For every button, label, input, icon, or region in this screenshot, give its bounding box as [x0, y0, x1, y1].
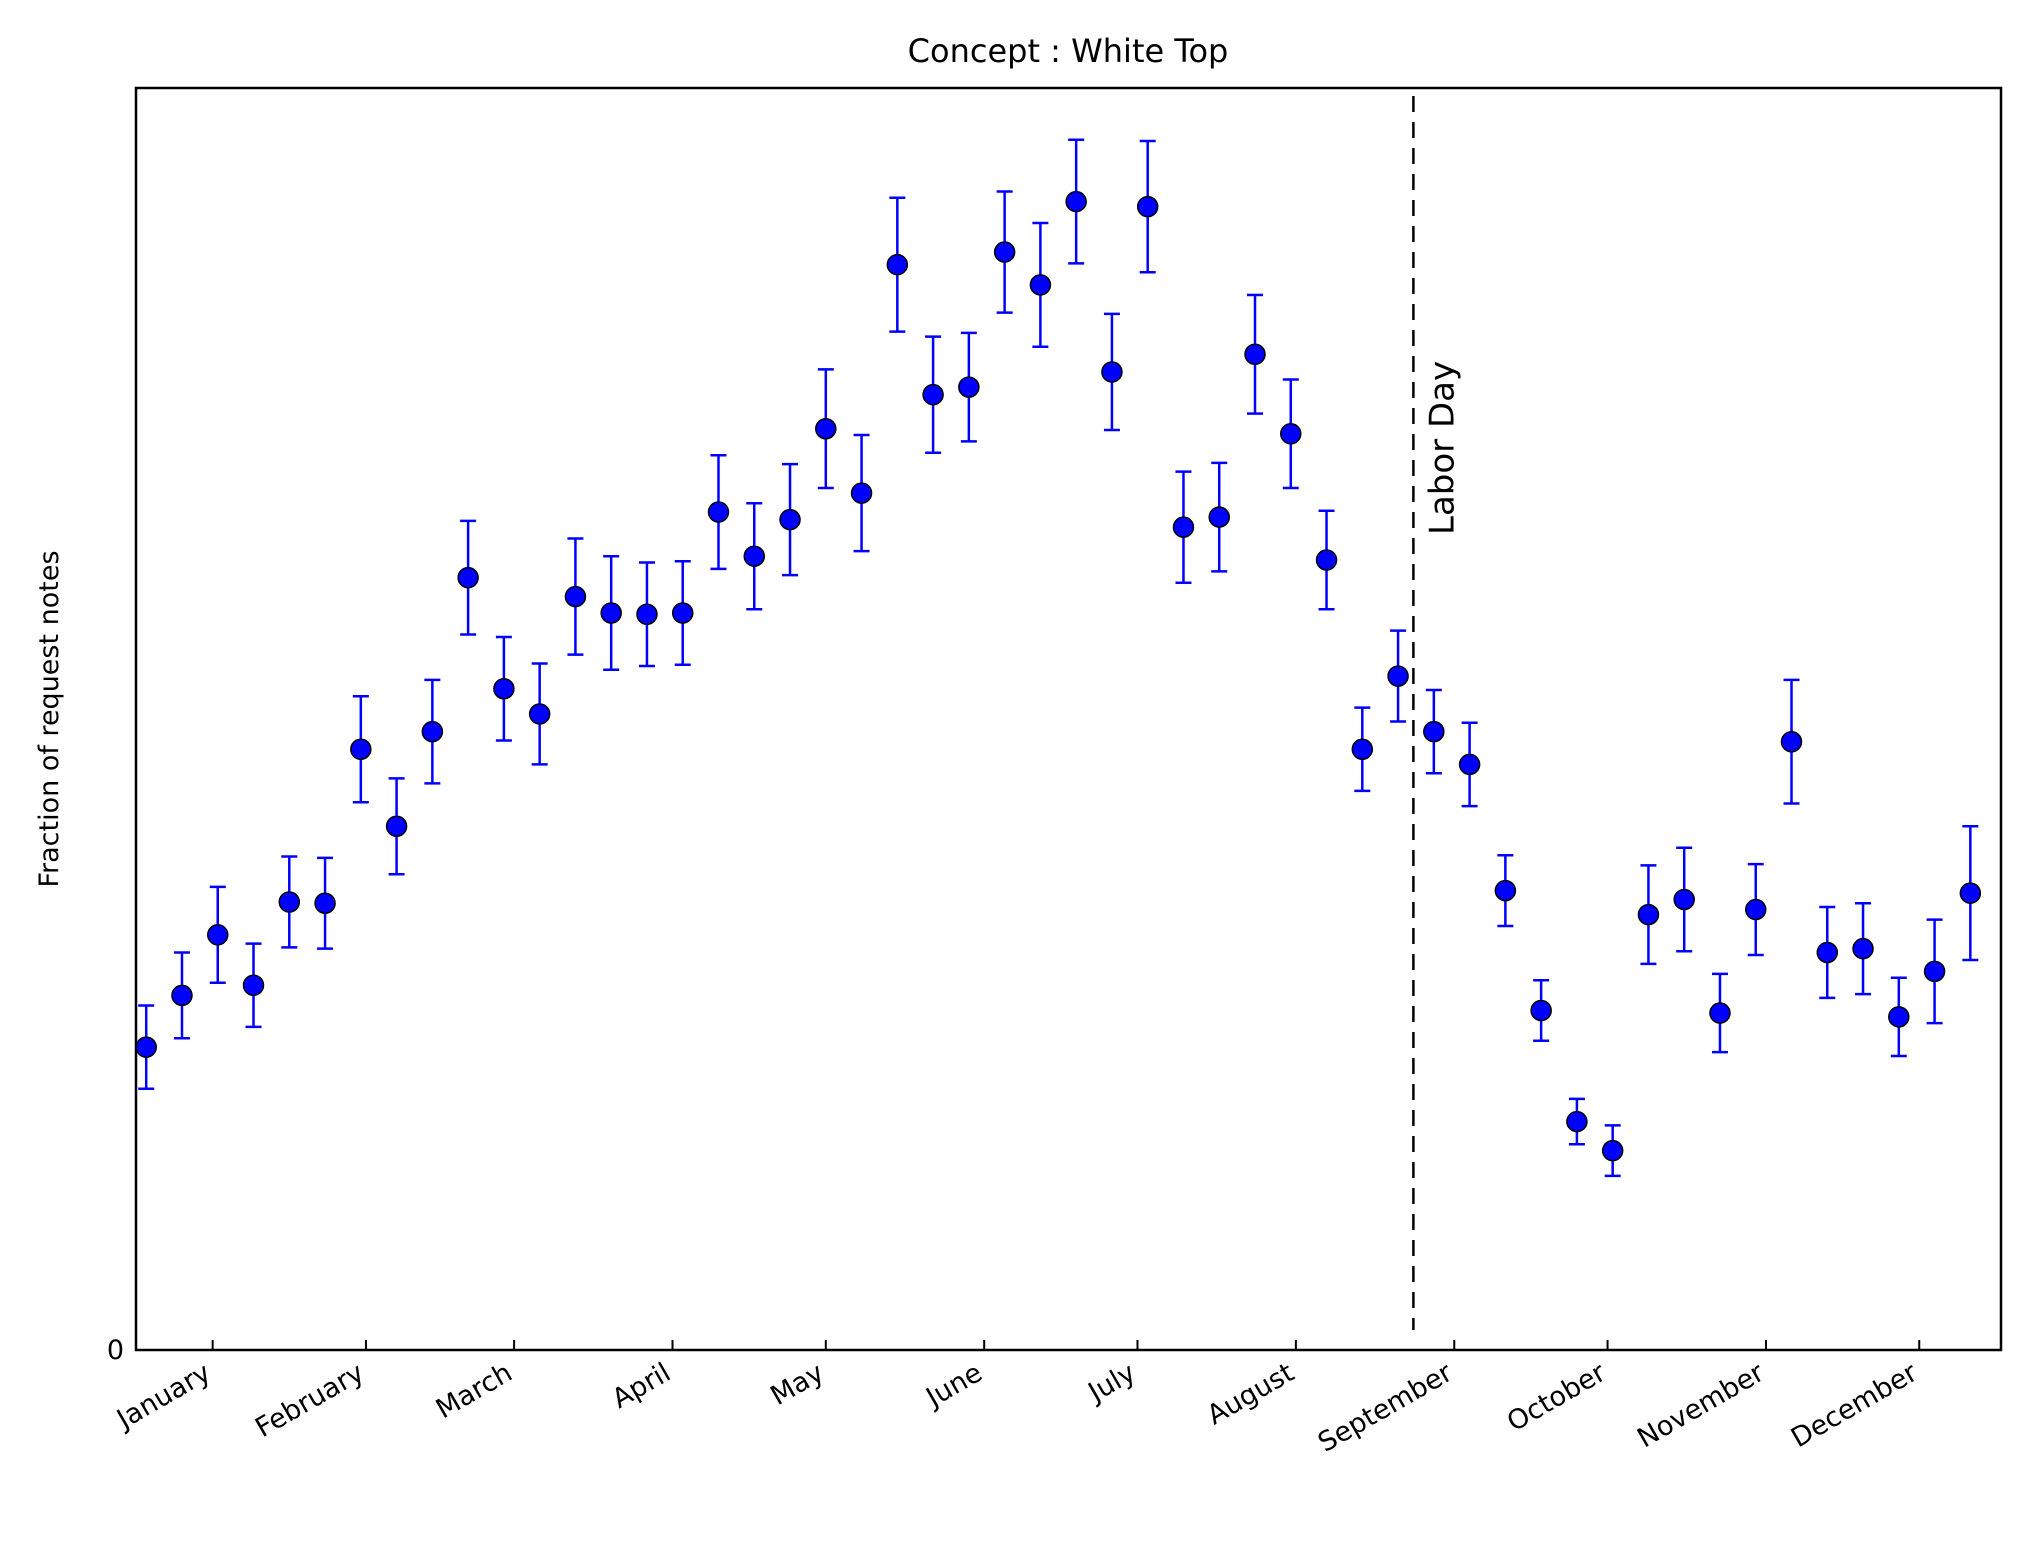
point — [242, 974, 265, 997]
point — [779, 508, 801, 531]
x-tick-label: October — [1502, 1357, 1612, 1438]
point — [1494, 879, 1517, 902]
x-tick-label: July — [1082, 1357, 1141, 1409]
chart-title: Concept : White Top — [908, 32, 1229, 70]
point — [207, 924, 229, 946]
point — [1315, 549, 1338, 571]
y-tick-label: 0 — [107, 1335, 124, 1366]
point — [278, 891, 301, 913]
x-tick-label: April — [607, 1357, 676, 1415]
point — [1744, 898, 1767, 921]
point — [707, 501, 730, 523]
x-tick-label: September — [1313, 1357, 1459, 1459]
y-axis-label: Fraction of request notes — [34, 550, 65, 887]
point — [385, 815, 408, 838]
point — [636, 603, 658, 626]
point — [1101, 361, 1123, 383]
point — [993, 241, 1016, 263]
x-tick-label: December — [1786, 1357, 1924, 1454]
point — [815, 417, 837, 440]
x-tick-label: June — [920, 1357, 988, 1414]
point — [743, 545, 766, 567]
point — [600, 602, 622, 624]
point — [1637, 903, 1660, 926]
annotation-label: Labor Day — [1422, 361, 1462, 535]
point — [1458, 753, 1481, 776]
point — [421, 720, 444, 743]
point — [493, 677, 515, 700]
point — [922, 383, 944, 406]
point — [350, 738, 372, 761]
point — [1280, 423, 1302, 445]
point — [314, 892, 336, 915]
point — [886, 253, 909, 276]
point — [1387, 665, 1409, 687]
x-tick-label: November — [1632, 1357, 1770, 1455]
point — [1244, 343, 1266, 366]
point — [1709, 1002, 1731, 1024]
point — [1065, 190, 1087, 213]
point — [1423, 720, 1445, 743]
point — [1959, 882, 1982, 904]
point — [1923, 960, 1946, 983]
point — [1566, 1110, 1588, 1133]
point — [135, 1036, 157, 1058]
point — [1816, 941, 1839, 964]
point — [564, 585, 587, 608]
x-tick-label: March — [431, 1357, 518, 1425]
point — [1888, 1006, 1910, 1028]
point — [958, 376, 980, 398]
point — [171, 984, 193, 1007]
point — [528, 703, 551, 725]
point — [1673, 888, 1695, 911]
x-tick-label: February — [250, 1357, 369, 1444]
point — [1601, 1139, 1624, 1162]
x-tick-label: January — [110, 1357, 216, 1436]
point — [1852, 937, 1874, 960]
point — [1530, 999, 1552, 1022]
point — [1351, 738, 1374, 761]
point — [850, 482, 873, 504]
point — [1029, 274, 1052, 296]
point — [1780, 730, 1803, 753]
point — [1136, 195, 1159, 218]
x-tick-label: May — [765, 1357, 829, 1412]
point — [1172, 516, 1195, 538]
plot-frame — [134, 86, 2003, 1352]
point — [457, 566, 479, 589]
point — [671, 602, 694, 624]
x-tick-label: August — [1202, 1357, 1299, 1431]
point — [1208, 506, 1230, 528]
